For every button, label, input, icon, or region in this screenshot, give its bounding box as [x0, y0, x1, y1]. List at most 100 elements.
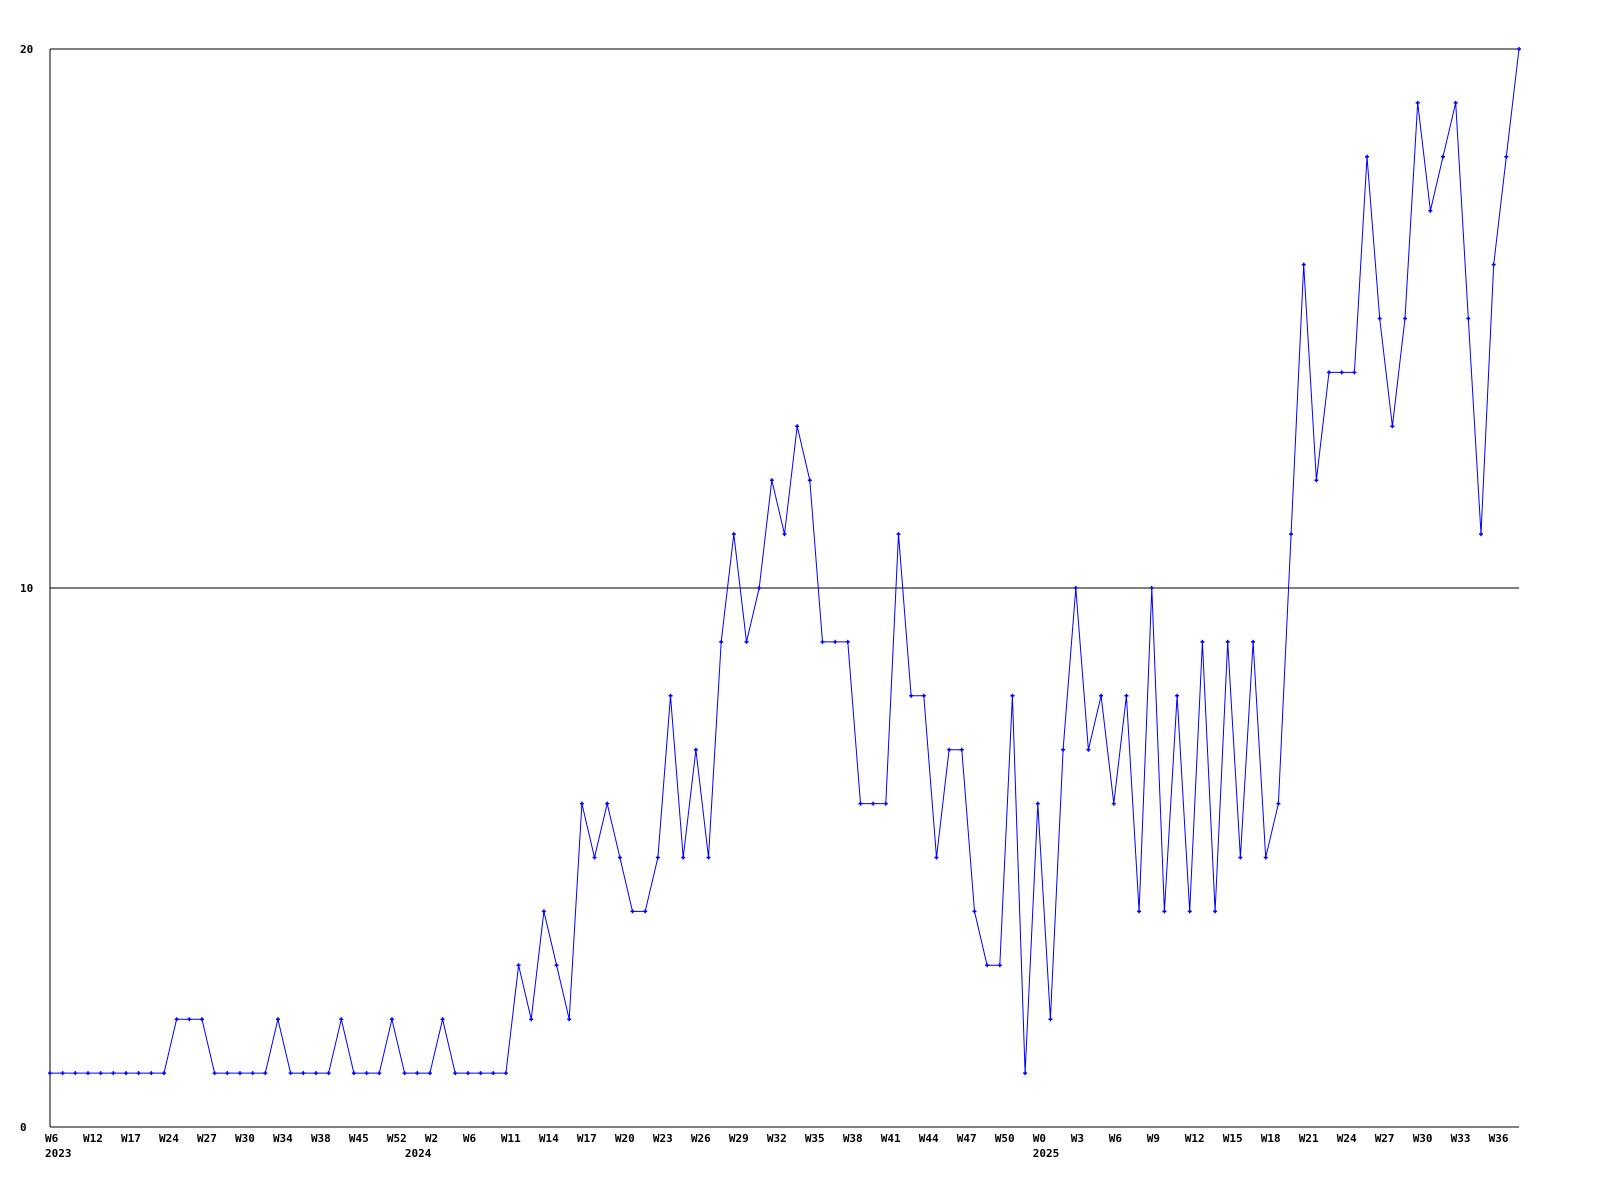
data-point — [503, 1071, 508, 1076]
data-point — [871, 801, 876, 806]
x-tick-label: W0 — [1033, 1132, 1046, 1145]
x-tick-label: W6 — [1109, 1132, 1123, 1145]
data-point — [706, 855, 711, 860]
year-label: 2024 — [405, 1147, 432, 1160]
year-labels: 2023 2024 2025 — [45, 1147, 1059, 1160]
y-tick-label: 20 — [20, 43, 33, 56]
x-tick-label: W9 — [1147, 1132, 1160, 1145]
data-point — [465, 1071, 470, 1076]
x-tick-label: W23 — [653, 1132, 673, 1145]
data-point — [909, 693, 914, 698]
x-tick-label: W24 — [159, 1132, 179, 1145]
data-point — [1061, 747, 1066, 752]
data-point — [48, 1071, 52, 1076]
data-point — [1466, 316, 1471, 321]
data-point — [98, 1071, 103, 1076]
data-point — [516, 963, 521, 968]
data-point — [326, 1071, 331, 1076]
data-point — [237, 1071, 242, 1076]
x-tick-label: W17 — [577, 1132, 597, 1145]
data-point — [858, 801, 863, 806]
data-point — [123, 1071, 128, 1076]
data-point — [313, 1071, 318, 1076]
data-point — [605, 801, 610, 806]
x-tick-label: W18 — [1261, 1132, 1281, 1145]
data-point — [453, 1071, 458, 1076]
data-point — [1035, 801, 1040, 806]
data-point — [1352, 370, 1357, 375]
x-tick-label: W38 — [311, 1132, 331, 1145]
data-point — [757, 586, 762, 590]
data-point — [1441, 154, 1446, 159]
data-point — [199, 1017, 204, 1022]
data-point — [579, 801, 584, 806]
data-point — [1415, 100, 1420, 105]
x-tick-label: W12 — [83, 1132, 103, 1145]
data-point — [1390, 424, 1395, 429]
data-point — [934, 855, 939, 860]
data-point — [782, 532, 787, 537]
data-point — [833, 639, 838, 644]
x-tick-label: W15 — [1223, 1132, 1243, 1145]
x-tick-label: W29 — [729, 1132, 749, 1145]
x-tick-label: W33 — [1451, 1132, 1471, 1145]
data-point — [554, 963, 559, 968]
data-point — [1263, 855, 1268, 860]
data-point — [1238, 855, 1243, 860]
x-tick-label: W45 — [349, 1132, 369, 1145]
data-point — [921, 693, 926, 698]
data-point — [301, 1071, 306, 1076]
data-point — [1048, 1017, 1053, 1022]
data-point — [1276, 801, 1281, 806]
data-point — [1365, 154, 1370, 159]
data-point — [883, 801, 888, 806]
data-point — [693, 747, 698, 752]
data-point — [617, 855, 622, 860]
data-point — [1504, 154, 1509, 159]
data-point — [731, 532, 736, 537]
data-point — [351, 1071, 356, 1076]
x-tick-label: W6 — [45, 1132, 59, 1145]
year-label: 2023 — [45, 1147, 72, 1160]
x-tick-label: W27 — [197, 1132, 217, 1145]
data-point — [541, 909, 546, 914]
x-tick-label: W32 — [767, 1132, 787, 1145]
gridlines — [50, 48, 1519, 589]
data-point — [985, 963, 990, 968]
x-tick-label: W24 — [1337, 1132, 1357, 1145]
data-point — [947, 747, 952, 752]
x-tick-label: W30 — [235, 1132, 255, 1145]
x-tick-label: W26 — [691, 1132, 711, 1145]
data-point — [1517, 47, 1521, 51]
data-point — [567, 1017, 572, 1022]
data-point — [1175, 693, 1180, 698]
data-point — [288, 1071, 293, 1076]
data-point — [820, 639, 825, 644]
data-point — [491, 1071, 496, 1076]
data-point — [1377, 316, 1382, 321]
data-point — [364, 1071, 369, 1076]
data-point — [1137, 909, 1142, 914]
x-tick-label: W14 — [539, 1132, 559, 1145]
data-point — [440, 1017, 445, 1022]
x-tick-label: W20 — [615, 1132, 635, 1145]
data-point — [1289, 532, 1294, 537]
data-point — [389, 1017, 394, 1022]
data-point — [136, 1071, 141, 1076]
data-point — [845, 639, 850, 644]
data-point — [1099, 693, 1104, 698]
data-point — [415, 1071, 420, 1076]
data-point — [681, 855, 686, 860]
x-tick-label: W21 — [1299, 1132, 1319, 1145]
data-point — [529, 1017, 534, 1022]
data-point — [1479, 532, 1484, 537]
x-tick-label: W6 — [463, 1132, 477, 1145]
y-tick-label: 0 — [20, 1121, 27, 1134]
data-point — [1213, 909, 1218, 914]
data-point — [1023, 1071, 1028, 1076]
data-point — [1403, 316, 1408, 321]
x-tick-label: W44 — [919, 1132, 939, 1145]
x-tick-label: W52 — [387, 1132, 407, 1145]
data-point — [1327, 370, 1332, 375]
